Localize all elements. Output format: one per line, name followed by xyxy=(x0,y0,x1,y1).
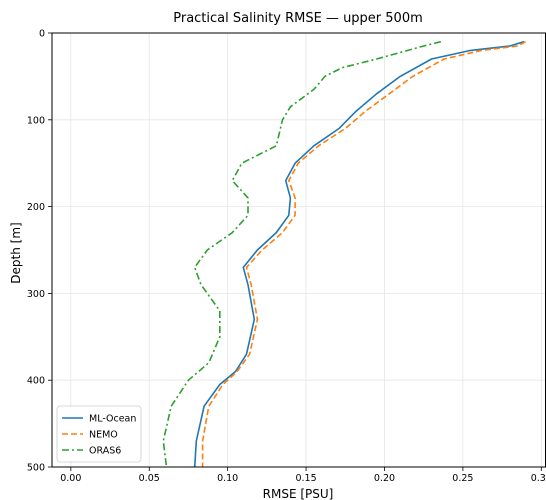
legend-label: NEMO xyxy=(89,430,118,441)
legend: ML-Ocean NEMO ORAS6 xyxy=(56,405,142,463)
x-tick-label: 0.25 xyxy=(452,473,473,484)
series-line-nemo xyxy=(201,40,526,467)
y-tick-label: 300 xyxy=(27,289,45,300)
series-line-ml-ocean xyxy=(193,40,525,468)
axis-ticks: 0.00 0.05 0.10 0.15 0.20 0.25 0.30 0 100 200 300 40… xyxy=(27,29,546,485)
chart-title: Practical Salinity RMSE — upper 500m xyxy=(173,11,423,26)
legend-box xyxy=(56,405,142,463)
x-tick-label: 0.05 xyxy=(139,473,160,484)
y-tick-label: 100 xyxy=(27,115,45,126)
y-tick-label: 0 xyxy=(39,29,45,40)
x-tick-label: 0.30 xyxy=(531,473,546,484)
x-tick-label: 0.15 xyxy=(295,473,316,484)
y-tick-label: 200 xyxy=(27,202,45,213)
legend-label: ML-Ocean xyxy=(89,414,136,425)
x-tick-label: 0.10 xyxy=(217,473,238,484)
series-line-oras6 xyxy=(162,40,442,468)
x-tick-label: 0.20 xyxy=(374,473,395,484)
x-tick-label: 0.00 xyxy=(60,473,81,484)
y-tick-label: 500 xyxy=(27,463,45,474)
series-lines xyxy=(162,40,526,468)
y-tick-label: 400 xyxy=(27,376,45,387)
x-axis-label: RMSE [PSU] xyxy=(263,487,334,500)
legend-label: ORAS6 xyxy=(89,446,121,457)
y-axis-label: Depth [m] xyxy=(9,222,23,283)
